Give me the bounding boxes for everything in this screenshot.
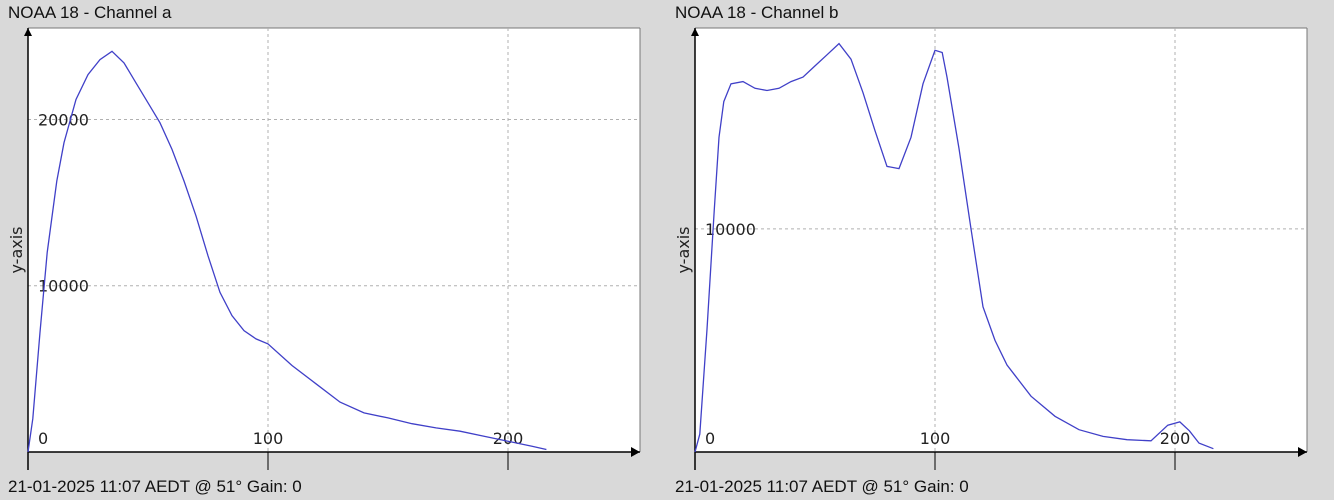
y-tick-label: 10000 <box>38 277 89 296</box>
chart-title: NOAA 18 - Channel a <box>8 3 172 22</box>
series-line <box>27 50 547 453</box>
x-tick-label: 0 <box>38 429 48 448</box>
y-axis-arrow <box>691 28 699 36</box>
chart-panel-channel-b: 0 100 200 10000 y-axis NOAA 18 - Channel b 2… <box>667 0 1334 500</box>
x-tick-label: 100 <box>920 429 951 448</box>
x-axis-arrow <box>631 447 640 457</box>
x-tick-label: 100 <box>253 429 284 448</box>
plot-area <box>695 28 1307 452</box>
chart-svg-channel-b: 0 100 200 10000 y-axis <box>674 27 1308 470</box>
plot-area <box>28 28 640 452</box>
y-tick-label: 10000 <box>705 220 756 239</box>
chart-title: NOAA 18 - Channel b <box>675 3 839 22</box>
series-line <box>694 42 1214 453</box>
x-tick-label: 0 <box>705 429 715 448</box>
chart-caption: 21-01-2025 11:07 AEDT @ 51° Gain: 0 <box>675 477 969 496</box>
y-axis-label: y-axis <box>674 226 693 273</box>
x-axis-arrow <box>1298 447 1307 457</box>
y-tick-label: 20000 <box>38 110 89 129</box>
y-axis-arrow <box>24 28 32 36</box>
y-axis-label: y-axis <box>7 226 26 273</box>
chart-panel-channel-a: 0 100 200 10000 20000 y-axis NOAA 18 - Channe… <box>7 3 641 496</box>
x-tick-label: 200 <box>1160 429 1191 448</box>
chart-caption: 21-01-2025 11:07 AEDT @ 51° Gain: 0 <box>8 477 302 496</box>
